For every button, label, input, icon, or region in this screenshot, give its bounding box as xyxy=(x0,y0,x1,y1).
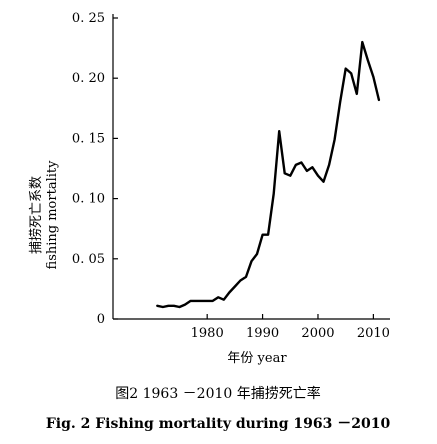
y-axis-title-zh: 捕捞死亡系数 xyxy=(28,176,44,254)
y-tick-label: 0. 15 xyxy=(72,131,105,146)
x-tick-label: 2010 xyxy=(357,326,390,341)
y-ticks: 0 0. 05 0. 10 0. 15 0. 20 0. 25 xyxy=(72,11,118,327)
series-line xyxy=(156,40,381,309)
x-ticks: 1980 1990 2000 2010 xyxy=(191,314,390,341)
caption-chinese: 图2 1963 －2010 年捕捞死亡率 xyxy=(115,385,321,402)
x-tick-label: 2000 xyxy=(301,326,334,341)
chart-axes xyxy=(112,14,390,320)
y-tick-label: 0. 20 xyxy=(72,71,105,86)
y-tick-label: 0. 05 xyxy=(72,252,105,267)
x-axis-title: 年份 year xyxy=(227,351,287,366)
caption-english: Fig. 2 Fishing mortality during 1963 －20… xyxy=(46,416,391,432)
series-group xyxy=(156,40,381,309)
y-tick-label: 0. 10 xyxy=(72,192,105,207)
x-tick-label: 1980 xyxy=(191,326,224,341)
y-axis-title-en: fishing mortality xyxy=(45,160,60,270)
y-tick-label: 0 xyxy=(97,312,105,327)
y-tick-label: 0. 25 xyxy=(72,11,105,26)
x-tick-label: 1990 xyxy=(246,326,279,341)
